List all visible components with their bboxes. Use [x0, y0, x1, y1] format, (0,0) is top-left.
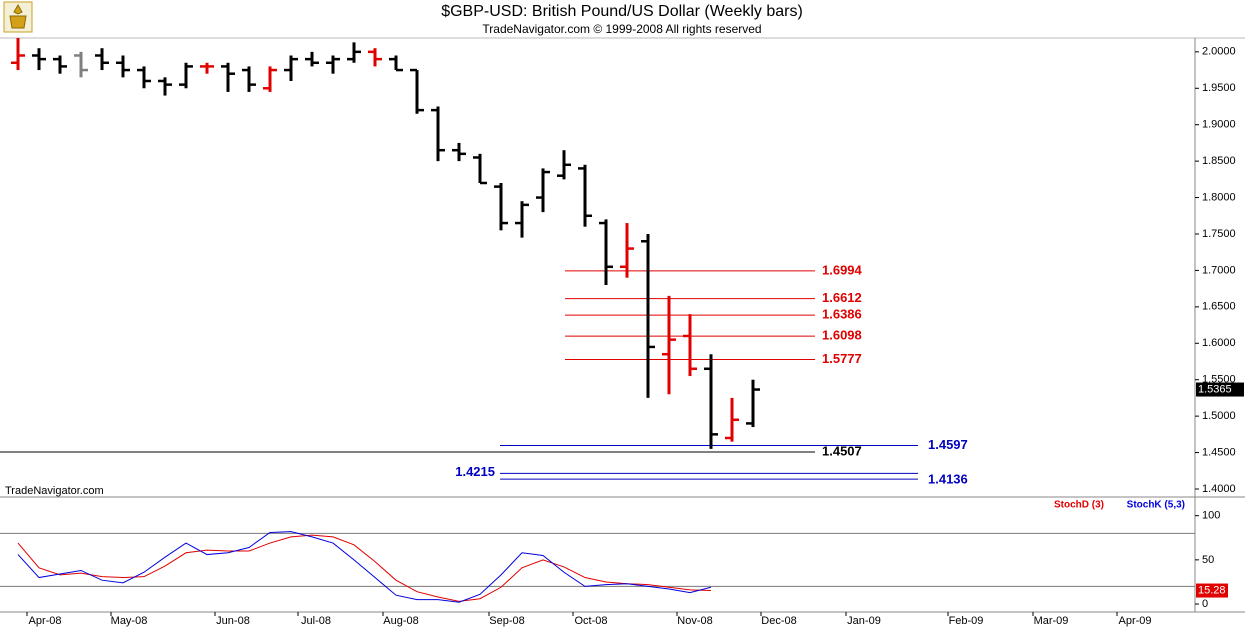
ohlc-bar: [242, 66, 256, 92]
ohlc-bar: [32, 48, 46, 71]
x-tick-label: Dec-08: [761, 615, 796, 627]
y-tick-label: 1.6000: [1202, 337, 1236, 349]
y-tick-label: 1.5000: [1202, 410, 1236, 422]
logo: [3, 1, 33, 33]
ohlc-bar: [200, 62, 214, 74]
ohlc-bar: [74, 51, 88, 78]
ohlc-bar: [221, 62, 235, 92]
ohlc-bar: [137, 66, 151, 89]
ohlc-bar: [368, 48, 382, 67]
ohlc-bar: [158, 77, 172, 96]
ohlc-bar: [431, 106, 445, 162]
ohlc-bar: [179, 62, 193, 89]
x-tick-label: Jan-09: [847, 615, 881, 627]
x-tick-label: Jul-08: [301, 615, 331, 627]
ohlc-bar: [11, 38, 25, 71]
ohlc-bar: [53, 55, 67, 74]
level-label: 1.4136: [928, 472, 968, 487]
ohlc-bar: [494, 182, 508, 231]
ohlc-bar: [536, 168, 550, 213]
ohlc-bar: [662, 295, 676, 395]
ohlc-bar: [410, 68, 424, 114]
y-tick-label: 50: [1202, 554, 1214, 566]
chart-title: $GBP-USD: British Pound/US Dollar (Weekl…: [441, 3, 803, 20]
ohlc-bar: [326, 55, 340, 74]
legend-entry: StochK (5,3): [1127, 500, 1185, 511]
y-tick-label: 1.8000: [1202, 191, 1236, 203]
x-tick-label: Feb-09: [949, 615, 984, 627]
y-tick-label: 1.9500: [1202, 82, 1236, 94]
ohlc-bar: [473, 153, 487, 185]
x-tick-label: Jun-08: [216, 615, 250, 627]
x-tick-label: May-08: [111, 615, 148, 627]
legend-entry: StochD (3): [1054, 500, 1104, 511]
level-label: 1.6994: [822, 262, 863, 277]
ohlc-bar: [683, 314, 697, 377]
ohlc-bar: [746, 379, 760, 428]
last-value-box: [1196, 583, 1228, 598]
ohlc-bar: [452, 142, 466, 162]
y-tick-label: 2.0000: [1202, 46, 1236, 58]
y-tick-label: 1.9000: [1202, 119, 1236, 131]
level-label: 1.6386: [822, 307, 862, 322]
ohlc-bar: [641, 233, 655, 398]
y-tick-label: 1.8500: [1202, 155, 1236, 167]
last-value-label: 15.28: [1198, 584, 1226, 596]
y-tick-label: 1.7000: [1202, 264, 1236, 276]
level-label: 1.4507: [822, 443, 862, 458]
ohlc-bar: [620, 223, 634, 278]
x-tick-label: Apr-08: [28, 615, 61, 627]
x-tick-label: Apr-09: [1118, 615, 1151, 627]
ohlc-bar: [95, 48, 109, 71]
x-tick-label: Nov-08: [677, 615, 712, 627]
y-tick-label: 1.4000: [1202, 483, 1236, 495]
ohlc-bar: [116, 55, 130, 78]
ohlc-bar: [389, 55, 403, 72]
ohlc-bar: [599, 219, 613, 285]
y-tick-label: 100: [1202, 510, 1220, 522]
level-label: 1.6612: [822, 290, 862, 305]
ohlc-bar: [578, 164, 592, 227]
ohlc-bar: [305, 51, 319, 67]
watermark: TradeNavigator.com: [5, 485, 104, 497]
x-tick-label: Mar-09: [1034, 615, 1069, 627]
level-label: 1.5777: [822, 351, 862, 366]
y-tick-label: 1.7500: [1202, 228, 1236, 240]
ohlc-bar: [263, 66, 277, 92]
x-tick-label: Oct-08: [574, 615, 607, 627]
ohlc-bar: [347, 42, 361, 63]
level-label: 1.6098: [822, 328, 862, 343]
y-tick-label: 0: [1202, 598, 1208, 610]
level-label: 1.4597: [928, 437, 968, 452]
last-price-box: [1196, 382, 1244, 397]
stoch-line: [17, 531, 712, 603]
last-price-label: 1.5365: [1198, 383, 1232, 395]
level-label: 1.4215: [455, 464, 495, 479]
ohlc-bar: [557, 150, 571, 180]
x-tick-label: Sep-08: [489, 615, 524, 627]
ohlc-bar: [515, 201, 529, 238]
ohlc-bar: [725, 397, 739, 442]
y-tick-label: 1.4500: [1202, 446, 1236, 458]
ohlc-bar: [284, 55, 298, 81]
x-tick-label: Aug-08: [383, 615, 418, 627]
chart-subtitle: TradeNavigator.com © 1999-2008 All right…: [482, 22, 761, 36]
ohlc-bar: [704, 354, 718, 449]
y-tick-label: 1.6500: [1202, 301, 1236, 313]
